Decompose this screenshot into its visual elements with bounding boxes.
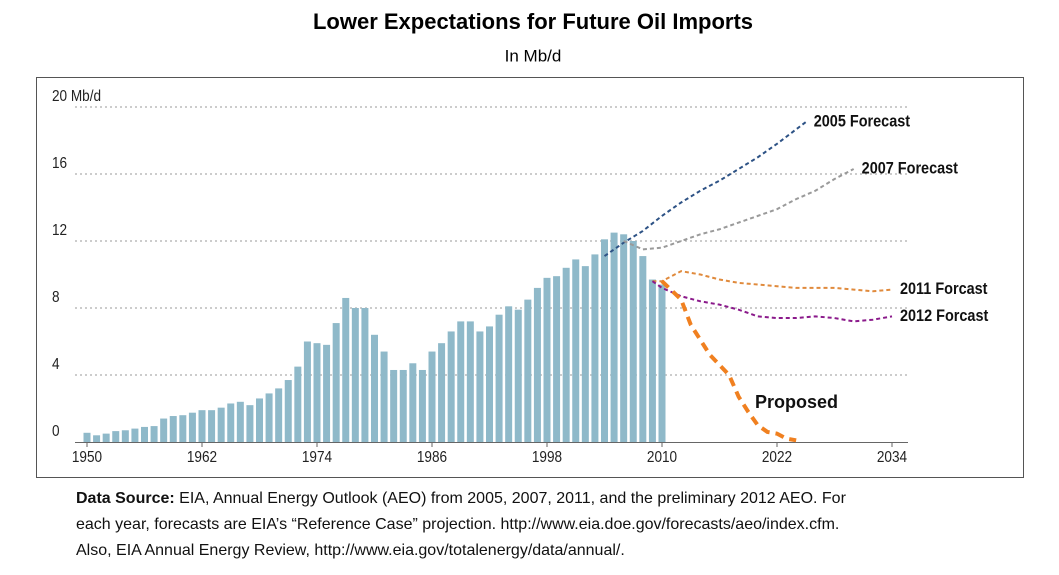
forecast-line (623, 168, 855, 251)
bar (639, 256, 647, 442)
bar (418, 369, 426, 442)
bar (160, 418, 168, 442)
series-label: 2005 Forecast (814, 113, 911, 131)
footer-line: Data Source: EIA, Annual Energy Outlook … (76, 490, 847, 507)
bar (399, 369, 407, 442)
bar (303, 341, 311, 442)
bar (179, 415, 187, 442)
bar (572, 259, 580, 442)
forecast-line (652, 270, 893, 293)
series-label: 2007 Forecast (862, 159, 959, 177)
footer-text: EIA, Annual Energy Outlook (AEO) from 20… (179, 490, 846, 507)
forecast-line (651, 280, 893, 323)
bar (256, 398, 263, 442)
y-tick-label: 20 Mb/d (52, 88, 101, 105)
bar (601, 239, 608, 442)
bar (620, 234, 628, 442)
bar (284, 380, 292, 442)
bar (188, 412, 196, 442)
footer-label: Data Source: (76, 490, 175, 507)
bar (371, 334, 378, 442)
bar (390, 369, 398, 442)
bar (553, 276, 561, 442)
bar (313, 343, 321, 442)
bar (495, 314, 503, 442)
bar (629, 241, 637, 442)
bar (380, 351, 388, 442)
bar (361, 308, 369, 442)
bar (524, 299, 532, 442)
bar (409, 363, 417, 442)
bar (533, 287, 541, 442)
x-tick-label: 1950 (72, 449, 102, 466)
bar (227, 403, 235, 442)
footer-line: each year, forecasts are EIA’s “Referenc… (76, 516, 839, 533)
x-tick-label: 2034 (877, 449, 907, 466)
bar (150, 426, 158, 442)
chart-title: Lower Expectations for Future Oil Import… (313, 9, 753, 34)
bar (543, 277, 551, 442)
bar (208, 410, 216, 442)
bar (447, 331, 455, 442)
bar (294, 366, 302, 442)
x-tick-label: 1974 (302, 449, 332, 466)
series-label: 2012 Forcast (900, 307, 989, 325)
bar (457, 321, 465, 442)
x-tick-label: 1986 (417, 449, 447, 466)
x-tick-label: 2022 (762, 449, 792, 466)
y-tick-label: 0 (52, 423, 60, 440)
bar (658, 284, 666, 442)
bar (102, 433, 110, 442)
bar (83, 432, 91, 442)
bar (438, 343, 446, 442)
bar (131, 428, 139, 442)
x-tick-label: 2010 (647, 449, 677, 466)
bar (246, 405, 254, 442)
bar (141, 426, 148, 442)
bar (610, 232, 618, 442)
series-label: Proposed (755, 392, 838, 412)
y-tick-label: 12 (52, 222, 67, 239)
forecast-line (603, 121, 807, 257)
bar (217, 407, 225, 442)
x-tick-label: 1962 (187, 449, 217, 466)
bar (562, 267, 570, 442)
bar (505, 306, 513, 442)
x-tick-label: 1998 (532, 449, 562, 466)
y-tick-label: 4 (52, 356, 60, 373)
bar (332, 323, 340, 442)
forecast-line (660, 279, 797, 443)
bar (275, 388, 283, 442)
bar (351, 308, 359, 442)
bar (648, 279, 656, 442)
series-label: 2011 Forcast (900, 280, 988, 298)
bar (342, 297, 350, 442)
bar (121, 430, 129, 442)
y-tick-label: 16 (52, 155, 67, 172)
chart-subtitle: In Mb/d (505, 46, 562, 65)
bar (466, 321, 474, 442)
footer-line: Also, EIA Annual Energy Review, http://w… (76, 542, 625, 559)
bar (236, 401, 244, 442)
bar (476, 331, 484, 442)
bar (265, 393, 273, 442)
bar (514, 309, 522, 442)
bar (112, 431, 120, 442)
bar (169, 416, 177, 442)
bar (591, 254, 599, 442)
bar (581, 266, 589, 442)
y-tick-label: 8 (52, 289, 60, 306)
bar (198, 410, 206, 442)
bar (93, 435, 101, 442)
bar (428, 351, 436, 442)
chart-frame (36, 77, 1024, 478)
bar (323, 344, 331, 442)
bar (486, 326, 493, 442)
